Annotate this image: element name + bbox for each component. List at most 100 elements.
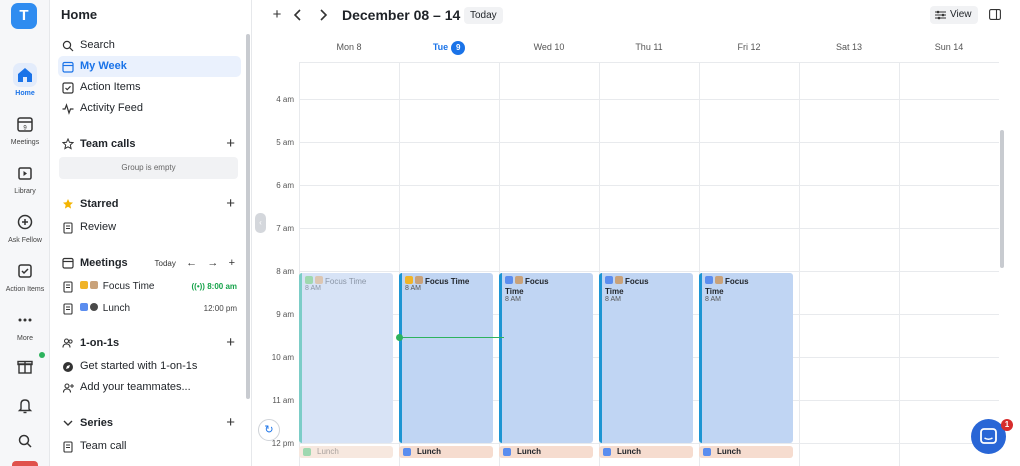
add-series-button[interactable]: + (226, 414, 235, 431)
rail-item-notifications[interactable] (0, 393, 50, 417)
hour-label: 8 am (276, 267, 294, 276)
event-focus-time[interactable]: Focus Time 8 AM (399, 273, 493, 443)
rail-label: Ask Fellow (8, 237, 42, 244)
event-focus-time[interactable]: Focus Time 8 AM (299, 273, 393, 443)
rail-label: More (17, 335, 33, 342)
sidebar-collapse-handle[interactable]: ‹ (255, 213, 266, 233)
section-series[interactable]: Series + (58, 413, 241, 433)
arrow-right-icon[interactable]: → (207, 257, 219, 269)
event-focus-time[interactable]: Focus Time 8 AM (699, 273, 793, 443)
rail-label: Library (14, 188, 36, 195)
add-person-icon (62, 383, 74, 393)
meetings-today-button[interactable]: Today (154, 259, 176, 268)
series-item-team-call[interactable]: Team call (58, 436, 241, 457)
add-starred-button[interactable]: + (226, 195, 235, 212)
arrow-left-icon[interactable]: ← (186, 257, 198, 269)
meeting-label: Lunch (80, 298, 130, 319)
meeting-time: 12:00 pm (203, 304, 237, 313)
workspace-avatar[interactable]: T (11, 3, 37, 29)
day-header-today[interactable]: Tue 9 (399, 38, 499, 56)
section-one-on-ones[interactable]: 1-on-1s + (58, 333, 241, 353)
calendar-icon (62, 257, 74, 269)
event-focus-time[interactable]: Focus Time 8 AM (499, 273, 593, 443)
section-title: Meetings (80, 257, 128, 269)
event-lunch[interactable]: Lunch (299, 446, 393, 458)
section-title: Team calls (80, 138, 136, 150)
chat-button[interactable] (971, 419, 1006, 454)
video-icon (80, 303, 88, 311)
add-teammates[interactable]: Add your teammates... (58, 377, 241, 398)
video-icon (403, 448, 411, 456)
event-focus-time[interactable]: Focus Time 8 AM (599, 273, 693, 443)
hour-label: 12 pm (271, 439, 294, 448)
person-icon (615, 276, 623, 284)
rail-item-gifts[interactable] (0, 354, 50, 378)
video-icon (603, 448, 611, 456)
sidebar-item-my-week[interactable]: My Week (58, 56, 241, 77)
day-header[interactable]: Sun 14 (934, 42, 964, 52)
add-team-call-button[interactable]: + (226, 135, 235, 152)
section-title: 1-on-1s (80, 337, 120, 349)
event-lunch[interactable]: Lunch (499, 446, 593, 458)
day-header[interactable]: Mon 8 (336, 42, 362, 52)
rail-item-ask-fellow[interactable]: Ask Fellow (0, 210, 50, 244)
meeting-item-lunch[interactable]: Lunch 12:00 pm (58, 298, 241, 319)
add-event-button[interactable]: + (272, 6, 282, 23)
notification-dot (39, 352, 45, 358)
rail-item-home[interactable]: Home (0, 63, 50, 97)
add-meeting-button[interactable]: + (228, 257, 235, 269)
section-team-calls[interactable]: Team calls + (58, 134, 241, 154)
sidebar: Home Search My Week Action Items Activit… (51, 0, 252, 466)
section-starred[interactable]: Starred + (58, 194, 241, 214)
rail-item-action-items[interactable]: Action Items (0, 259, 50, 293)
day-header[interactable]: Wed 10 (533, 42, 565, 52)
user-avatar[interactable] (12, 461, 38, 466)
day-header[interactable]: Fri 12 (737, 42, 761, 52)
side-panel-icon[interactable] (989, 9, 1001, 20)
previous-week-button[interactable] (289, 6, 307, 24)
hour-label: 6 am (276, 181, 294, 190)
week-grid[interactable]: 4 am 5 am 6 am 7 am 8 am 9 am 10 am 11 a… (252, 62, 1020, 466)
section-meetings[interactable]: Meetings Today ← → + (58, 253, 241, 273)
sidebar-item-label: Search (80, 39, 115, 51)
grid-line (299, 99, 999, 100)
day-headers: Mon 8 Tue 9 Wed 10 Thu 11 Fri 12 Sat 13 S… (299, 38, 999, 56)
sidebar-item-search[interactable]: Search (58, 35, 241, 56)
hour-label: 4 am (276, 95, 294, 104)
calendar-icon (62, 61, 74, 73)
sidebar-item-label: Activity Feed (80, 102, 143, 114)
sidebar-item-activity-feed[interactable]: Activity Feed (58, 98, 241, 119)
week-range-title: December 08 – 14 (342, 7, 461, 23)
day-header[interactable]: Sat 13 (835, 42, 863, 52)
rail-item-more[interactable]: More (0, 308, 50, 342)
grid-line (299, 185, 999, 186)
rail-item-meetings[interactable]: 9 Meetings (0, 112, 50, 146)
calendar-toolbar: + December 08 – 14 Today View (252, 0, 1020, 32)
event-lunch[interactable]: Lunch (599, 446, 693, 458)
today-button[interactable]: Today (464, 7, 503, 24)
grid-line (599, 62, 600, 466)
grid-line (399, 62, 400, 466)
view-button[interactable]: View (930, 6, 978, 24)
add-one-on-one-button[interactable]: + (226, 334, 235, 351)
people-icon (62, 338, 73, 348)
get-started-one-on-ones[interactable]: Get started with 1-on-1s (58, 356, 241, 377)
starred-item-review[interactable]: Review (58, 217, 241, 238)
event-time: 8 AM (505, 296, 521, 303)
sidebar-item-action-items[interactable]: Action Items (58, 77, 241, 98)
refresh-button[interactable]: ↻ (258, 419, 280, 441)
chat-unread-badge: 1 (1001, 419, 1013, 431)
grid-line (799, 62, 800, 466)
event-lunch[interactable]: Lunch (699, 446, 793, 458)
calendar-scrollbar[interactable] (1000, 130, 1004, 268)
event-lunch[interactable]: Lunch (399, 446, 493, 458)
check-icon (305, 276, 313, 284)
rail-item-search[interactable] (0, 429, 50, 453)
grid-line (299, 271, 999, 272)
gift-icon (13, 354, 37, 378)
sidebar-scrollbar[interactable] (246, 34, 250, 399)
meeting-item-focus-time[interactable]: Focus Time ((•)) 8:00 am (58, 276, 241, 297)
next-week-button[interactable] (314, 6, 332, 24)
day-header[interactable]: Thu 11 (635, 42, 663, 52)
rail-item-library[interactable]: Library (0, 161, 50, 195)
